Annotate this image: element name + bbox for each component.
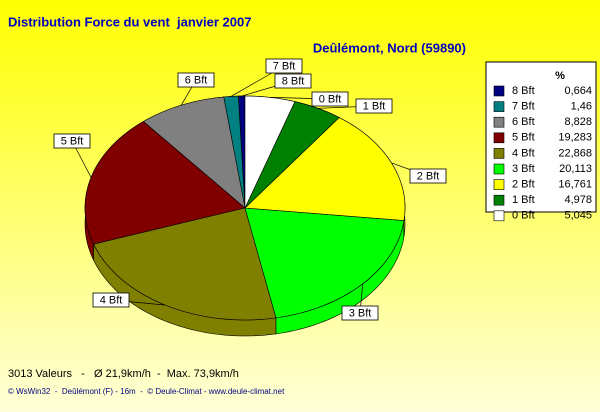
credits: © WsWin32 - Deûlémont (F) - 16m - © Deul… — [8, 387, 285, 396]
label-box — [265, 58, 303, 74]
legend-swatch — [493, 132, 505, 144]
slice — [84, 121, 246, 245]
slice-label: 5 Bft — [61, 135, 84, 147]
label-box — [177, 72, 215, 88]
slice — [244, 95, 296, 209]
chart-title: Distribution Force du vent janvier 2007 — [8, 14, 251, 29]
legend-label: 1 Bft — [512, 194, 535, 206]
slice-label: 2 Bft — [417, 170, 440, 182]
legend-value: 4,978 — [564, 194, 592, 206]
legend-label: 6 Bft — [512, 116, 535, 128]
label-box — [311, 91, 349, 107]
legend-value: 19,283 — [558, 132, 592, 144]
legend-label: 4 Bft — [512, 147, 535, 159]
slice-label: 3 Bft — [349, 307, 372, 319]
legend-value: 1,46 — [571, 101, 592, 113]
legend-swatch — [493, 163, 505, 175]
legend-label: 3 Bft — [512, 163, 535, 175]
legend-label: 5 Bft — [512, 132, 535, 144]
pie — [84, 95, 406, 337]
label-box — [341, 305, 379, 321]
slice-label: 4 Bft — [100, 294, 123, 306]
slice-label: 6 Bft — [185, 74, 208, 86]
slice-labels: 8 Bft 7 Bft 6 Bft 5 Bft 4 Bft 3 Bft 2 Bft 1 Bft… — [53, 58, 447, 321]
legend: 8 Bft 0,664 7 Bft 1,46 6 Bft 8,828 5 Bft 19,283… — [493, 85, 592, 222]
legend-value: 16,761 — [558, 179, 592, 191]
legend-label: 0 Bft — [512, 210, 535, 222]
legend-swatch — [493, 179, 505, 190]
legend-title: % — [555, 70, 565, 82]
legend-swatch — [493, 101, 505, 112]
legend-swatch — [493, 85, 505, 97]
legend-value: 5,045 — [564, 210, 592, 222]
legend-box — [485, 61, 597, 213]
legend-value: 8,828 — [564, 116, 592, 128]
legend-swatch — [493, 148, 505, 159]
slice-label: 0 Bft — [319, 93, 342, 105]
legend-label: 2 Bft — [512, 179, 535, 191]
legend-value: 20,113 — [559, 163, 592, 175]
chart-subtitle: Deûlémont, Nord (59890) — [313, 40, 466, 55]
slice-label: 1 Bft — [363, 100, 386, 112]
slice — [142, 96, 246, 209]
legend-value: 22,868 — [558, 147, 592, 159]
legend-label: 7 Bft — [512, 101, 535, 113]
legend-value: 0,664 — [564, 85, 592, 97]
legend-swatch — [493, 210, 505, 222]
label-box — [53, 133, 91, 149]
label-box — [274, 73, 312, 89]
legend-swatch — [493, 194, 505, 206]
slice-label: 7 Bft — [273, 60, 296, 72]
legend-label: 8 Bft — [512, 85, 535, 97]
label-box — [409, 168, 447, 184]
label-box — [92, 292, 130, 308]
slice-label: 8 Bft — [282, 75, 305, 87]
legend-swatch — [493, 116, 505, 128]
label-box — [355, 98, 393, 114]
caption: 3013 Valeurs - Ø 21,9km/h - Max. 73,9km/… — [8, 368, 239, 380]
